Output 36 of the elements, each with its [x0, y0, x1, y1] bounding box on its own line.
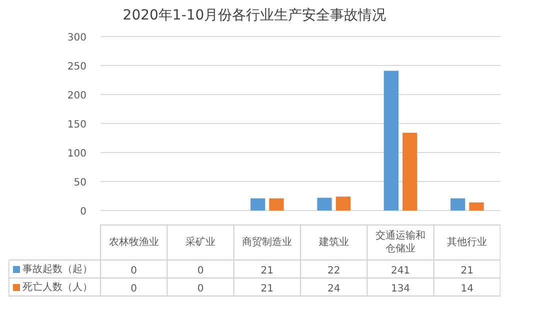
data-label: 14 [460, 284, 474, 294]
y-tick-label: 200 [67, 90, 87, 102]
bar [269, 198, 284, 210]
data-label: 0 [197, 266, 204, 276]
data-label: 241 [390, 266, 410, 276]
data-label: 0 [130, 266, 138, 276]
data-label: 24 [327, 284, 340, 294]
data-label: 21 [260, 266, 274, 276]
x-tick-label: 商贸制造业 [242, 236, 292, 248]
legend-label: 事故起数（起） [22, 263, 92, 275]
x-tick-label: 建筑业 [318, 236, 349, 248]
data-label: 21 [260, 284, 274, 294]
x-tick-label: 其他行业 [447, 236, 488, 248]
y-tick-label: 300 [67, 32, 87, 44]
y-tick-label: 150 [67, 120, 87, 130]
y-tick-label: 0 [80, 206, 87, 218]
bar [469, 202, 484, 210]
y-tick-label: 50 [74, 178, 87, 188]
bar [250, 198, 266, 210]
bar [384, 70, 398, 210]
data-label: 0 [197, 284, 204, 294]
x-tick-label: 交通运输和仓储业 [376, 230, 426, 254]
bar [402, 132, 418, 210]
legend-label: 死亡人数（人） [22, 281, 92, 293]
data-label: 134 [390, 284, 410, 294]
bar [336, 196, 350, 210]
x-tick-label: 农林牧渔业 [108, 236, 159, 248]
data-label: 0 [130, 284, 138, 294]
data-label: 21 [460, 266, 474, 276]
y-tick-label: 250 [67, 62, 87, 72]
y-tick-label: 100 [67, 148, 87, 160]
chart-title: 2020年1-10月份各行业生产安全事故情况 [122, 8, 386, 24]
bar [450, 198, 466, 210]
data-label: 22 [327, 266, 340, 276]
bar [317, 198, 332, 210]
x-tick-label: 采矿业 [186, 236, 216, 248]
